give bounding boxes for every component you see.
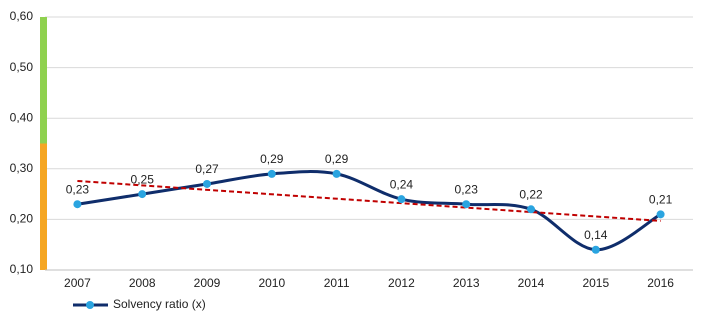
x-tick-label: 2009	[194, 276, 221, 290]
data-point	[591, 245, 600, 254]
data-point	[73, 200, 82, 209]
data-label: 0,24	[390, 177, 414, 191]
y-tick-label: 0,50	[10, 60, 34, 74]
x-tick-label: 2015	[582, 276, 609, 290]
data-label: 0,23	[66, 182, 90, 196]
series-line	[77, 170, 662, 252]
x-tick-label: 2016	[647, 276, 674, 290]
data-point	[138, 190, 147, 199]
x-tick-label: 2007	[64, 276, 91, 290]
data-label: 0,14	[584, 228, 608, 242]
data-point	[397, 195, 406, 204]
y-tick-label: 0,40	[10, 110, 34, 124]
trend-line	[77, 179, 661, 222]
x-tick-label: 2010	[258, 276, 285, 290]
y-tick-label: 0,30	[10, 161, 34, 175]
data-label: 0,27	[195, 162, 219, 176]
data-label: 0,21	[649, 193, 673, 207]
data-point	[267, 169, 276, 178]
y-tick-label: 0,20	[10, 212, 34, 226]
x-tick-label: 2013	[453, 276, 480, 290]
data-point	[527, 205, 535, 214]
y-tick-label: 0,60	[10, 9, 34, 23]
zone-band	[40, 143, 47, 270]
data-point	[332, 169, 341, 178]
x-tick-label: 2014	[518, 276, 545, 290]
x-tick-label: 2011	[324, 276, 350, 290]
data-point	[656, 210, 665, 219]
zone-band	[40, 17, 47, 144]
data-point	[203, 179, 211, 188]
data-label: 0,22	[519, 187, 543, 201]
data-label: 0,25	[131, 172, 155, 186]
legend-label: Solvency ratio (x)	[113, 297, 206, 311]
data-label: 0,29	[260, 152, 284, 166]
y-tick-label: 0,10	[10, 262, 34, 276]
x-tick-label: 2012	[388, 276, 415, 290]
data-label: 0,29	[325, 152, 349, 166]
data-point	[462, 200, 471, 209]
data-label: 0,23	[455, 182, 479, 196]
x-tick-label: 2008	[129, 276, 156, 290]
legend-marker	[86, 301, 94, 309]
